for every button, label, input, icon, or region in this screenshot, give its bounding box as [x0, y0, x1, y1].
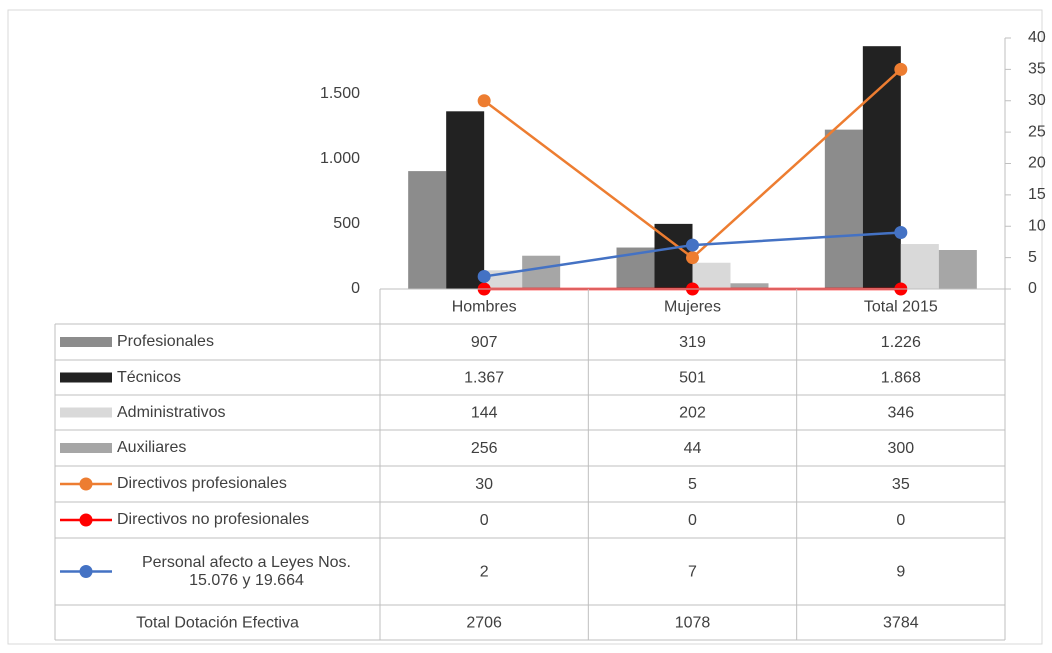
bar: [408, 171, 447, 289]
bar: [862, 46, 901, 289]
legend-label-box: Profesionales: [117, 333, 214, 350]
y2-tick-label: 0: [1028, 280, 1037, 297]
legend-label: Administrativos: [117, 403, 226, 421]
legend-label-box: Directivos no profesionales: [117, 511, 310, 528]
table-value: 0: [896, 512, 905, 529]
legend-label-box: Personal afecto a Leyes Nos. 15.076 y 19…: [141, 553, 351, 589]
x-tick-label: Mujeres: [664, 299, 721, 316]
y2-tick-label: 25: [1028, 123, 1046, 140]
chart-frame: [7, 9, 1043, 645]
table-value: 202: [679, 405, 706, 422]
table-value: 2: [480, 564, 489, 581]
total-value: 2706: [466, 615, 502, 632]
table-value: 30: [475, 476, 493, 493]
table-value: 0: [688, 512, 697, 529]
total-value: 1078: [675, 615, 711, 632]
legend-label-box: Administrativos: [117, 403, 226, 421]
table-value: 5: [688, 476, 697, 493]
legend-label: Directivos no profesionales: [117, 511, 310, 528]
bar: [692, 262, 731, 289]
table-value: 300: [887, 440, 914, 457]
line-marker: [894, 226, 908, 240]
bar: [446, 111, 485, 289]
table-value: 35: [892, 476, 910, 493]
legend-label: Técnicos: [117, 368, 182, 386]
legend-key: [79, 477, 93, 491]
table-value: 1.226: [881, 334, 921, 351]
table-value: 501: [679, 370, 706, 387]
legend-label: Directivos profesionales: [117, 475, 287, 492]
table-value: 907: [471, 334, 498, 351]
y2-tick-label: 5: [1028, 249, 1037, 266]
table-value: 7: [688, 564, 697, 581]
x-tick-label: Total 2015: [864, 299, 938, 316]
legend-key: [60, 337, 112, 347]
total-label: Total Dotación Efectiva: [136, 615, 299, 632]
line-marker: [477, 94, 491, 108]
y-tick-label: 0: [351, 280, 360, 297]
legend-label: Auxiliares: [117, 439, 187, 456]
table-value: 44: [684, 440, 702, 457]
y2-tick-label: 15: [1028, 186, 1046, 203]
table-value: 319: [679, 334, 706, 351]
x-tick-label: Hombres: [452, 299, 517, 316]
bar: [730, 283, 769, 289]
bar: [900, 244, 939, 289]
legend-key: [79, 565, 93, 578]
y-tick-label: 1.500: [320, 85, 360, 102]
line-marker: [894, 62, 908, 76]
table-value: 256: [471, 440, 498, 457]
legend-label: Personal afecto a Leyes Nos. 15.076 y 19…: [141, 553, 351, 589]
table-value: 0: [480, 512, 489, 529]
table-value: 1.868: [881, 370, 921, 387]
y-tick-label: 1.000: [320, 150, 360, 167]
legend-label-box: Técnicos: [117, 368, 182, 386]
legend-label: Profesionales: [117, 333, 214, 350]
bar: [938, 250, 977, 289]
bar: [522, 255, 561, 289]
y2-tick-label: 35: [1028, 61, 1046, 78]
legend-key: [60, 443, 112, 453]
line-marker: [477, 269, 491, 283]
y2-tick-label: 40: [1028, 29, 1046, 46]
line-marker: [686, 251, 699, 265]
legend-key: [60, 407, 112, 418]
y-tick-label: 500: [333, 215, 360, 232]
table-value: 144: [471, 405, 498, 422]
y2-tick-label: 10: [1028, 217, 1046, 234]
table-value: 9: [896, 564, 905, 581]
legend-label-box: Auxiliares: [117, 439, 187, 456]
line-marker: [686, 238, 699, 252]
legend-label-box: Directivos profesionales: [117, 475, 287, 492]
total-value: 3784: [883, 615, 919, 632]
legend-key: [79, 513, 93, 527]
bar: [824, 129, 863, 289]
table-value: 1.367: [464, 370, 504, 387]
legend-key: [60, 372, 112, 383]
table-value: 346: [887, 405, 914, 422]
y2-tick-label: 30: [1028, 92, 1046, 109]
y2-tick-label: 20: [1028, 155, 1046, 172]
